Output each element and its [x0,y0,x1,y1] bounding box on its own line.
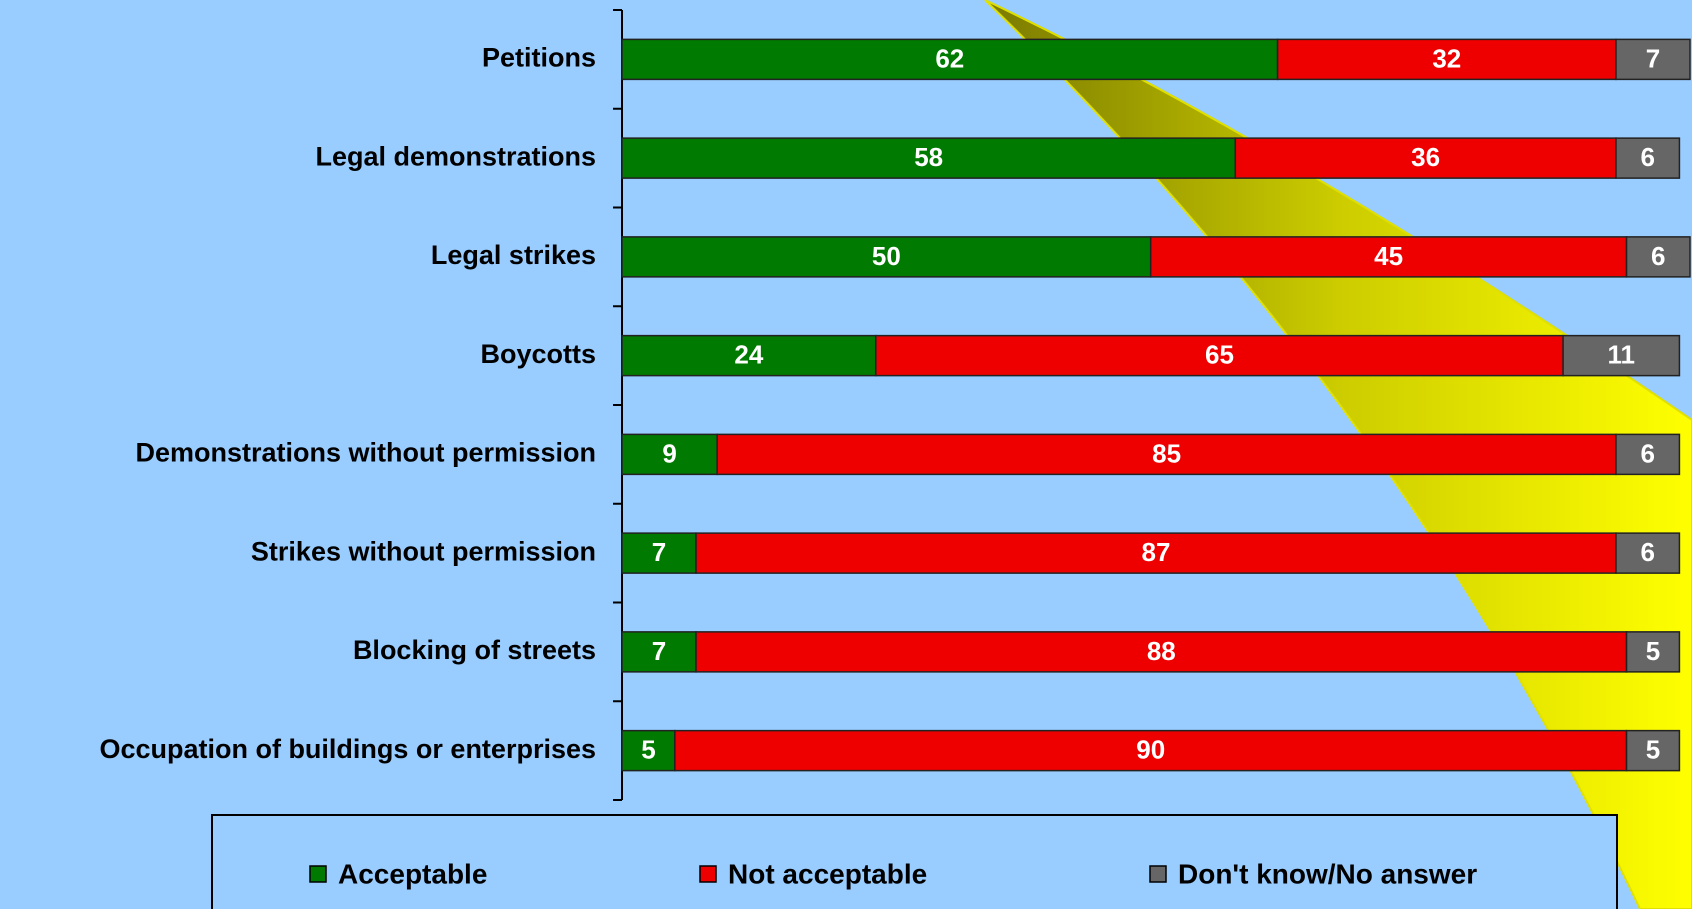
category-label: Occupation of buildings or enterprises [99,734,596,764]
bar-segment [1149,236,1628,278]
bar-segment [621,433,718,476]
legend-swatch [699,865,717,883]
bar-segment [1276,38,1617,81]
bar-segment [695,532,1617,574]
value-label: 5 [641,735,655,765]
bar-segment [695,631,1628,673]
value-label: 88 [1147,636,1176,666]
category-label: Legal demonstrations [315,141,596,171]
value-label: 7 [1646,43,1660,73]
value-label: 6 [1640,142,1654,172]
plot-area: Petitions 62 32 7 Legal demonstrations 58 36 6 L… [99,9,1691,801]
bar-segment [621,631,697,673]
bar-segment [875,334,1564,377]
value-label: 6 [1651,241,1665,271]
value-label: 85 [1152,438,1181,468]
bar-segment [1625,729,1681,772]
value-label: 45 [1374,241,1403,271]
bar-segment [1615,532,1681,574]
value-label: 36 [1411,142,1440,172]
value-label: 90 [1136,735,1165,765]
value-label: 58 [914,142,943,172]
bar-segment [1615,38,1691,81]
value-label: 6 [1640,537,1654,567]
value-label: 24 [734,340,763,370]
legend-label: Not acceptable [728,858,927,889]
category-label: Legal strikes [431,240,596,270]
category-label: Blocking of streets [353,635,596,665]
bar-segment [621,532,697,574]
value-label: 5 [1646,636,1660,666]
value-label: 11 [1608,340,1636,370]
category-label: Boycotts [480,339,596,369]
value-label: 62 [935,43,964,73]
category-label: Demonstrations without permission [135,438,596,468]
category-label: Strikes without permission [251,536,596,566]
bar-segment [674,729,1628,772]
value-label: 32 [1432,43,1461,73]
bar-segment [621,38,1279,81]
value-label: 7 [652,537,666,567]
value-label: 6 [1640,438,1654,468]
value-label: 7 [652,636,666,666]
bar-segment [621,334,877,377]
legend-swatch [1149,865,1167,883]
value-label: 50 [872,241,901,271]
legend-swatch [309,865,327,883]
bar-segment [621,236,1152,278]
value-label: 5 [1646,735,1660,765]
value-label: 87 [1142,537,1171,567]
bar-segment [1625,631,1681,673]
bar-segment [1562,334,1681,377]
legend: Acceptable Not acceptable Don't know/No an… [309,858,1477,889]
legend-box [211,814,1618,909]
value-label: 9 [662,438,676,468]
bar-segment [1615,433,1681,476]
legend-label: Don't know/No answer [1178,858,1477,889]
value-label: 65 [1205,340,1234,370]
legend-label: Acceptable [338,858,487,889]
bar-segment [1615,137,1681,179]
bar-segment [1625,236,1691,278]
category-label: Petitions [482,43,596,73]
